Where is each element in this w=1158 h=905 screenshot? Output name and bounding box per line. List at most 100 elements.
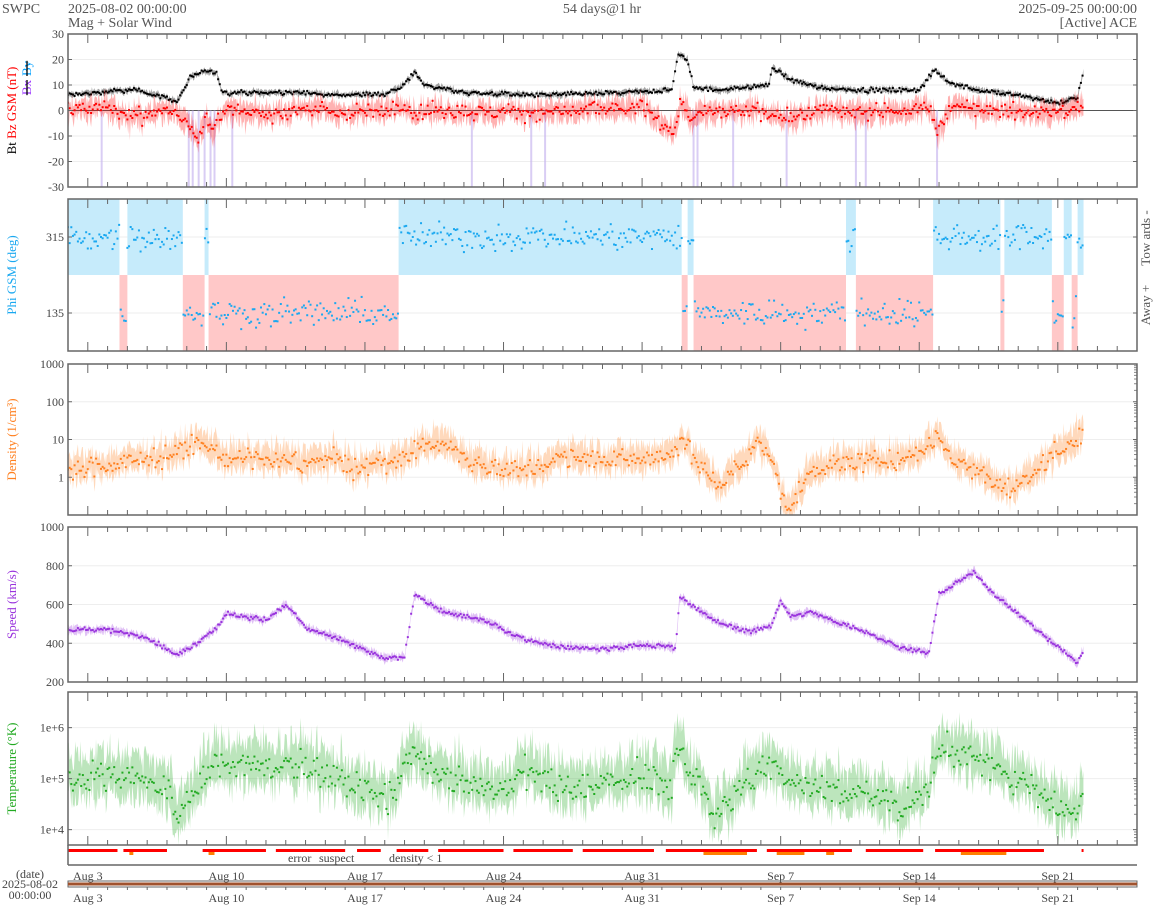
bt-point [218,83,221,86]
bt-point [456,91,459,94]
temperature-point [674,752,677,755]
bt-point [949,82,952,85]
bz-gsm-point [126,118,129,121]
sector-away [182,275,205,351]
speed-point [301,621,304,624]
density-point [243,458,246,461]
bt-point [1027,95,1030,98]
speed-point [187,647,190,650]
bt-point [472,90,475,93]
density-point [477,456,480,459]
bz-gsm-point [362,109,365,112]
speed-point [994,595,997,598]
phi-point [672,244,675,247]
bz-gsm-point [86,111,89,114]
bt-point [893,90,896,93]
bz-gsm-point [972,102,975,105]
bt-point [469,92,472,95]
density-point [385,472,388,475]
density-point [495,473,498,476]
bz-gsm-point [256,109,259,112]
density-point [834,462,837,465]
bz-gsm-point [891,110,894,113]
bz-gsm-point [741,110,744,113]
density-point [735,463,738,466]
density-point [431,445,434,448]
speed-point [509,631,512,634]
temperature-point [1046,798,1049,801]
bt-point [698,86,701,89]
temperature-point [129,781,132,784]
temperature-point [174,810,177,813]
bz-gsm-point [227,104,230,107]
temperature-point [647,768,650,771]
speed-point [608,649,611,652]
bt-point [883,87,886,90]
bz-gsm-point [81,102,84,105]
speed-point [959,580,962,583]
temperature-point [274,766,277,769]
phi-point [1000,310,1003,313]
bz-gsm-point [1045,107,1048,110]
density-point [289,462,292,465]
bt-point [213,72,216,75]
bz-gsm-point [459,112,462,115]
bz-gsm-point [505,109,508,112]
bz-gsm-point [794,118,797,121]
bt-point [368,92,371,95]
bt-point [489,91,492,94]
speed-point [794,614,797,617]
bt-point [189,74,192,77]
bt-point [200,69,203,72]
density-point [650,453,653,456]
phi-point [344,309,347,312]
bz-gsm-point [721,107,724,110]
temperature-point [751,784,754,787]
density-point [494,459,497,462]
bz-gsm-point [446,108,449,111]
bt-point [735,86,738,89]
phi-point [576,241,579,244]
speed-point [327,634,330,637]
speed-point [946,588,949,591]
speed-point [93,630,96,633]
temperature-point [914,791,917,794]
phi-point [309,303,312,306]
phi-point [660,236,663,239]
temperature-point [857,785,860,788]
bt-point [279,92,282,95]
bz-gsm-point [281,117,284,120]
phi-point [550,233,553,236]
temperature-point [113,766,116,769]
phi-point [520,247,523,250]
bz-gsm-point [297,106,300,109]
bt-point [994,90,997,93]
phi-point [103,234,106,237]
bt-point [639,89,642,92]
error-flag [665,849,757,852]
density-point [604,464,607,467]
temperature-point [377,805,380,808]
speed-point [147,638,150,641]
bz-gsm-point [301,107,304,110]
bz-gsm-point [378,113,381,116]
temperature-point [476,789,479,792]
bt-point [347,93,350,96]
speed-point [939,591,942,594]
temperature-point [591,788,594,791]
density-point [903,459,906,462]
speed-point [268,618,271,621]
speed-point [330,637,333,640]
bz-gsm-point [713,112,716,115]
temperature-point [865,780,868,783]
bt-point [124,88,127,91]
bz-gsm-point [875,102,878,105]
y-tick-label: 1000 [40,357,64,371]
bz-gsm-point [537,109,540,112]
density-point [240,457,243,460]
phi-point [205,227,208,230]
density-point [598,455,601,458]
bz-gsm-point [591,101,594,104]
temperature-point [523,753,526,756]
temperature-point [1073,807,1076,810]
